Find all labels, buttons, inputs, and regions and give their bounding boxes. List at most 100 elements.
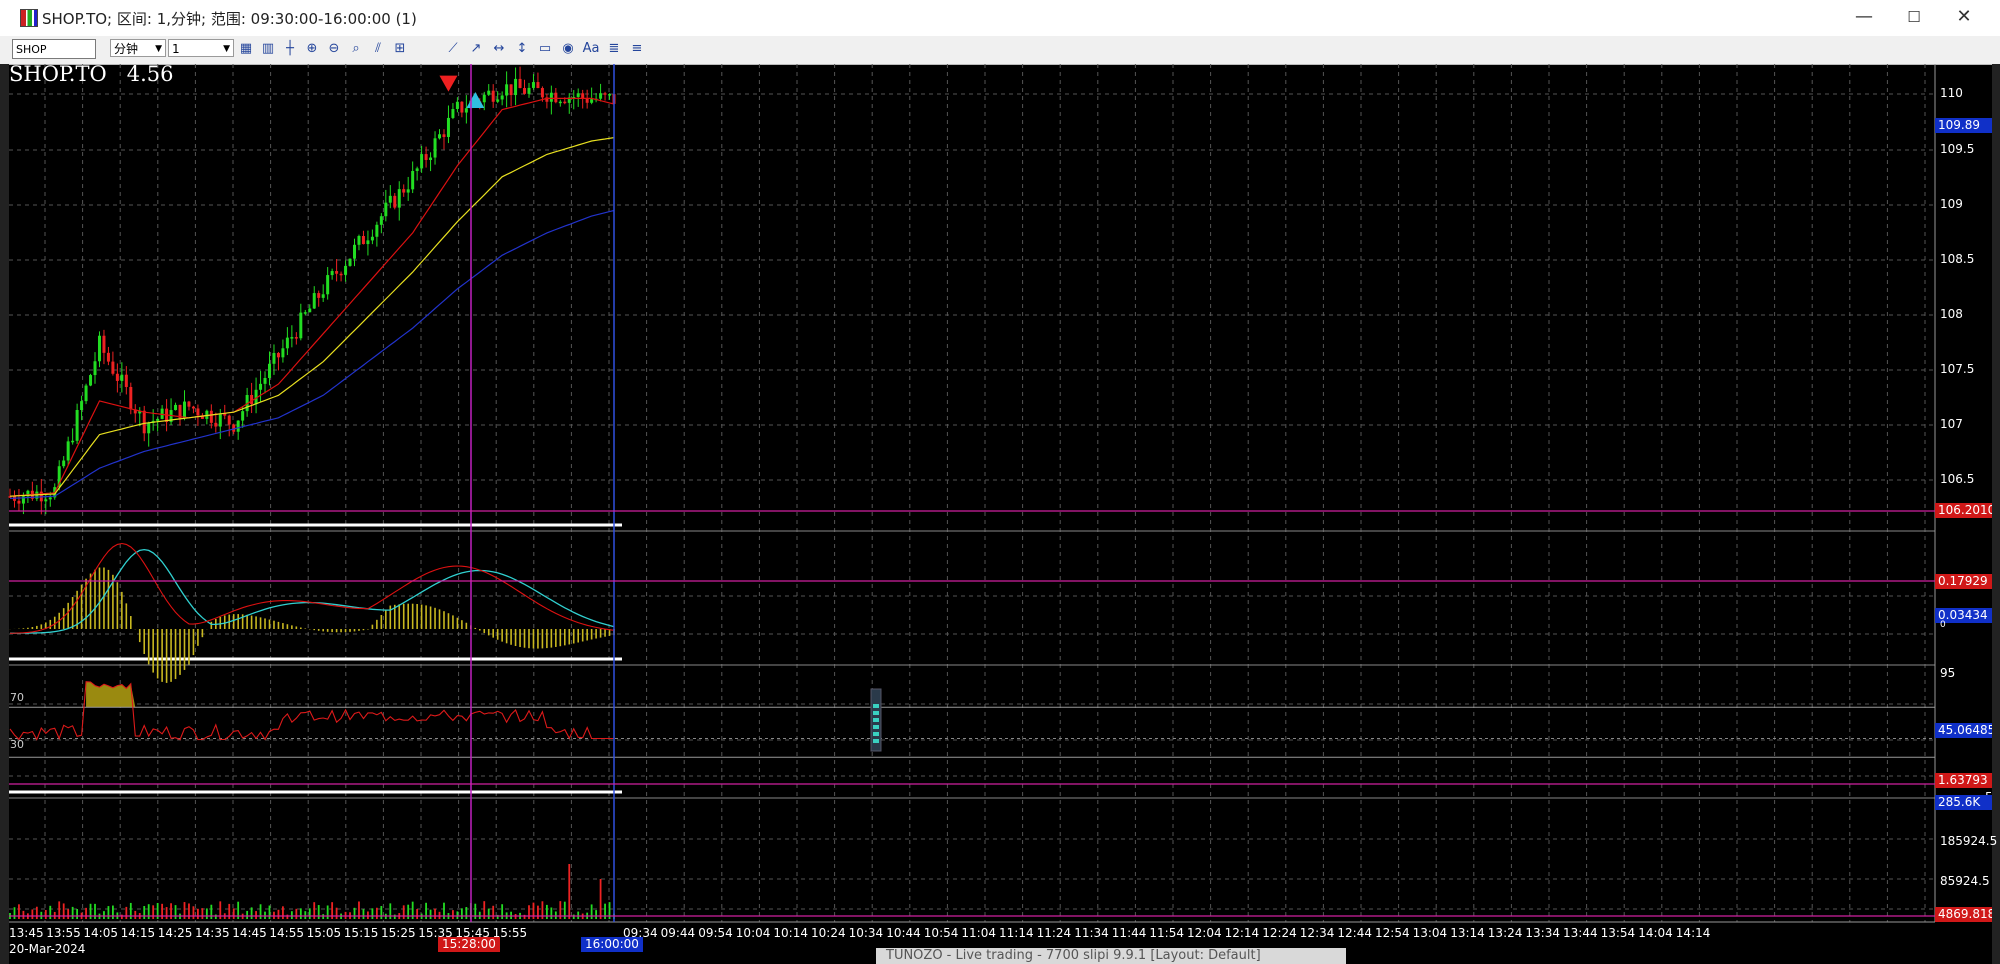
candle-body <box>482 94 486 103</box>
settings-icon[interactable]: ≡ <box>631 41 643 56</box>
candle-body <box>250 394 254 405</box>
background-status-bar: TUNOZO - Live trading - 7700 slipi 9.9.1… <box>876 948 1346 964</box>
candle-body <box>451 108 455 118</box>
candle-body <box>182 401 186 419</box>
candle-body <box>214 422 218 427</box>
vertical-line-icon[interactable]: ↕ <box>516 41 528 56</box>
candle-body <box>209 410 213 423</box>
candle-body <box>523 88 527 94</box>
candle-body <box>460 101 464 113</box>
time-tick: 12:14 <box>1224 926 1260 940</box>
crosshair-icon[interactable]: ┼ <box>286 41 294 56</box>
cursor-time-label-1: 15:28:00 <box>438 937 500 952</box>
rsi-level-label: 70 <box>10 691 24 704</box>
chart-toolbar: 分钟▼ 1▼ ▦ ▥ ┼ ⊕ ⊖ ⌕ ⫽ ⊞ ⟋ ↗ ↔ ↕ ▭ ◉ Aa ≣ ≡ <box>0 36 2000 65</box>
candle-body <box>156 418 160 421</box>
symbol-label: SHOP.TO 4.56 <box>9 62 174 86</box>
time-tick: 10:24 <box>811 926 846 940</box>
candle-body <box>124 374 128 387</box>
candle-body <box>263 377 267 384</box>
time-tick: 11:54 <box>1149 926 1184 940</box>
title-bar: SHOP.TO; 区间: 1,分钟; 范围: 09:30:00-16:00:00… <box>0 0 2000 37</box>
candle-body <box>281 348 285 358</box>
candle-body <box>496 99 500 102</box>
ellipse-icon[interactable]: ◉ <box>562 41 574 56</box>
rsi-top-tick: 95 <box>1940 666 1956 680</box>
interval-value-select[interactable]: 1 ▼ <box>168 39 234 57</box>
time-tick: 09:44 <box>660 926 696 940</box>
chart-canvas[interactable] <box>0 64 1992 964</box>
candle-body <box>89 375 93 386</box>
list-icon[interactable]: ≣ <box>608 41 620 56</box>
candle-body <box>303 312 307 314</box>
data-window-icon[interactable]: ▦ <box>239 41 253 56</box>
candle-body <box>438 134 442 139</box>
time-tick: 15:35 <box>418 926 453 940</box>
time-tick: 12:24 <box>1262 926 1297 940</box>
left-edge <box>0 64 9 964</box>
time-tick: 13:34 <box>1525 926 1560 940</box>
candle-body <box>294 337 298 339</box>
candle-body <box>455 101 459 109</box>
time-tick: 09:54 <box>698 926 733 940</box>
add-icon[interactable]: ⊞ <box>394 41 406 56</box>
candle-body <box>133 409 137 414</box>
time-tick: 10:14 <box>773 926 808 940</box>
candle-body <box>505 84 509 96</box>
candle-body <box>599 93 603 99</box>
candle-body <box>545 97 549 102</box>
candle-body <box>236 420 240 432</box>
candle-body <box>397 189 401 208</box>
candle-body <box>406 189 410 193</box>
candle-body <box>299 312 303 339</box>
time-tick: 13:24 <box>1487 926 1523 940</box>
rectangle-icon[interactable]: ▭ <box>538 41 552 56</box>
time-tick: 14:04 <box>1638 926 1673 940</box>
interval-unit-value: 分钟 <box>114 42 139 56</box>
time-tick: 12:34 <box>1299 926 1335 940</box>
text-icon[interactable]: Aa <box>582 41 600 56</box>
time-tick: 14:14 <box>1675 926 1711 940</box>
volume-tick: 185924.5 <box>1940 834 1998 848</box>
candle-body <box>267 363 271 378</box>
zoom-in-icon[interactable]: ⊕ <box>306 41 318 56</box>
last-price-label: 109.89 <box>1935 118 1992 133</box>
candle-body <box>245 394 249 412</box>
minimize-button[interactable]: — <box>1855 6 1873 27</box>
candle-body <box>540 88 544 98</box>
candle-body <box>576 93 580 97</box>
mini-scroll-tick <box>873 718 879 722</box>
zoom-out-icon[interactable]: ⊖ <box>328 41 340 56</box>
rsi-overbought-area <box>86 681 136 708</box>
symbol-input[interactable] <box>12 39 96 59</box>
candle-body <box>514 78 518 96</box>
candle-body <box>93 361 97 376</box>
interval-unit-select[interactable]: 分钟 ▼ <box>110 39 166 57</box>
candles-icon[interactable]: ▥ <box>261 41 275 56</box>
candle-body <box>142 410 146 434</box>
candle-body <box>415 168 419 171</box>
candle-body <box>603 93 607 95</box>
candle-body <box>129 386 133 410</box>
horizontal-line-icon[interactable]: ↔ <box>493 41 505 56</box>
zoom-reset-icon[interactable]: ⌕ <box>352 41 360 56</box>
candle-body <box>223 413 227 416</box>
candle-body <box>563 101 567 104</box>
time-tick: 11:34 <box>1074 926 1109 940</box>
price-tick: 109.5 <box>1940 142 1975 156</box>
macd-value-1: 0.17929 <box>1935 574 1992 589</box>
time-tick: 14:25 <box>157 926 193 940</box>
candle-body <box>554 92 558 103</box>
time-tick: 15:05 <box>306 926 342 940</box>
candle-body <box>227 415 231 425</box>
time-tick: 12:04 <box>1187 926 1222 940</box>
ray-icon[interactable]: ↗ <box>470 41 482 56</box>
close-button[interactable]: ✕ <box>1956 6 1972 27</box>
candle-body <box>420 154 424 169</box>
candle-body <box>75 410 79 441</box>
indicator-icon[interactable]: ⫽ <box>375 41 381 56</box>
candle-body <box>138 410 142 414</box>
candle-body <box>205 410 209 419</box>
trendline-icon[interactable]: ⟋ <box>448 41 458 56</box>
maximize-button[interactable]: ☐ <box>1907 8 1921 26</box>
